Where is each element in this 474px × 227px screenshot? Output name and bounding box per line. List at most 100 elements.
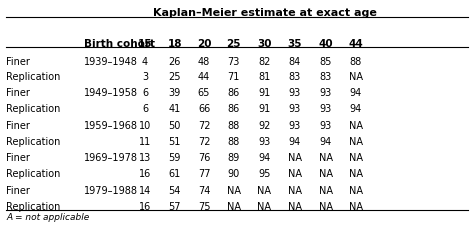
Text: NA: NA xyxy=(288,201,302,211)
Text: 73: 73 xyxy=(228,56,240,66)
Text: 86: 86 xyxy=(228,104,240,113)
Text: 93: 93 xyxy=(289,120,301,130)
Text: 90: 90 xyxy=(228,168,240,178)
Text: 4: 4 xyxy=(142,56,148,66)
Text: 88: 88 xyxy=(350,56,362,66)
Text: 26: 26 xyxy=(169,56,181,66)
Text: 94: 94 xyxy=(350,88,362,98)
Text: 18: 18 xyxy=(167,38,182,48)
Text: NA: NA xyxy=(349,72,363,82)
Text: NA: NA xyxy=(257,201,271,211)
Text: 93: 93 xyxy=(258,136,271,146)
Text: 93: 93 xyxy=(289,88,301,98)
Text: 16: 16 xyxy=(139,201,151,211)
Text: 48: 48 xyxy=(198,56,210,66)
Text: 94: 94 xyxy=(258,153,271,163)
Text: 83: 83 xyxy=(289,72,301,82)
Text: 88: 88 xyxy=(228,136,240,146)
Text: 6: 6 xyxy=(142,104,148,113)
Text: 25: 25 xyxy=(169,72,181,82)
Text: 41: 41 xyxy=(169,104,181,113)
Text: 81: 81 xyxy=(258,72,271,82)
Text: 51: 51 xyxy=(169,136,181,146)
Text: NA: NA xyxy=(349,168,363,178)
Text: 30: 30 xyxy=(257,38,272,48)
Text: 91: 91 xyxy=(258,88,271,98)
Text: 71: 71 xyxy=(228,72,240,82)
Text: 93: 93 xyxy=(319,88,332,98)
Text: NA: NA xyxy=(227,201,241,211)
Text: 6: 6 xyxy=(142,88,148,98)
Text: NA: NA xyxy=(288,168,302,178)
Text: Replication: Replication xyxy=(6,136,61,146)
Text: 1949–1958: 1949–1958 xyxy=(84,88,138,98)
Text: NA: NA xyxy=(319,185,333,195)
Text: NA: NA xyxy=(349,153,363,163)
Text: 1979–1988: 1979–1988 xyxy=(84,185,138,195)
Text: NA: NA xyxy=(319,201,333,211)
Text: NA: NA xyxy=(288,185,302,195)
Text: 15: 15 xyxy=(138,38,152,48)
Text: 72: 72 xyxy=(198,136,210,146)
Text: 13: 13 xyxy=(139,153,151,163)
Text: 91: 91 xyxy=(258,104,271,113)
Text: NA: NA xyxy=(319,153,333,163)
Text: 44: 44 xyxy=(348,38,363,48)
Text: 11: 11 xyxy=(139,136,151,146)
Text: 44: 44 xyxy=(198,72,210,82)
Text: 94: 94 xyxy=(289,136,301,146)
Text: NA: NA xyxy=(349,136,363,146)
Text: 83: 83 xyxy=(319,72,332,82)
Text: 94: 94 xyxy=(319,136,332,146)
Text: Finer: Finer xyxy=(6,88,30,98)
Text: 57: 57 xyxy=(169,201,181,211)
Text: 25: 25 xyxy=(227,38,241,48)
Text: Replication: Replication xyxy=(6,168,61,178)
Text: 93: 93 xyxy=(319,104,332,113)
Text: 16: 16 xyxy=(139,168,151,178)
Text: NA: NA xyxy=(227,185,241,195)
Text: NA: NA xyxy=(349,201,363,211)
Text: 82: 82 xyxy=(258,56,271,66)
Text: 93: 93 xyxy=(319,120,332,130)
Text: NA: NA xyxy=(319,168,333,178)
Text: 74: 74 xyxy=(198,185,210,195)
Text: Replication: Replication xyxy=(6,201,61,211)
Text: Birth cohort: Birth cohort xyxy=(84,38,155,48)
Text: Kaplan–Meier estimate at exact age: Kaplan–Meier estimate at exact age xyxy=(153,8,376,18)
Text: 94: 94 xyxy=(350,104,362,113)
Text: 1969–1978: 1969–1978 xyxy=(84,153,138,163)
Text: NA: NA xyxy=(288,153,302,163)
Text: 40: 40 xyxy=(318,38,333,48)
Text: Replication: Replication xyxy=(6,72,61,82)
Text: 54: 54 xyxy=(169,185,181,195)
Text: Finer: Finer xyxy=(6,120,30,130)
Text: 3: 3 xyxy=(142,72,148,82)
Text: 89: 89 xyxy=(228,153,240,163)
Text: 85: 85 xyxy=(319,56,332,66)
Text: 66: 66 xyxy=(198,104,210,113)
Text: 88: 88 xyxy=(228,120,240,130)
Text: 77: 77 xyxy=(198,168,210,178)
Text: 65: 65 xyxy=(198,88,210,98)
Text: Finer: Finer xyxy=(6,56,30,66)
Text: 10: 10 xyxy=(139,120,151,130)
Text: Finer: Finer xyxy=(6,153,30,163)
Text: NA: NA xyxy=(349,120,363,130)
Text: 1959–1968: 1959–1968 xyxy=(84,120,138,130)
Text: 72: 72 xyxy=(198,120,210,130)
Text: Finer: Finer xyxy=(6,185,30,195)
Text: 59: 59 xyxy=(169,153,181,163)
Text: 76: 76 xyxy=(198,153,210,163)
Text: 35: 35 xyxy=(288,38,302,48)
Text: Replication: Replication xyxy=(6,104,61,113)
Text: 20: 20 xyxy=(197,38,211,48)
Text: 61: 61 xyxy=(169,168,181,178)
Text: 1939–1948: 1939–1948 xyxy=(84,56,138,66)
Text: 86: 86 xyxy=(228,88,240,98)
Text: 50: 50 xyxy=(169,120,181,130)
Text: 95: 95 xyxy=(258,168,271,178)
Text: 75: 75 xyxy=(198,201,210,211)
Text: 84: 84 xyxy=(289,56,301,66)
Text: 14: 14 xyxy=(139,185,151,195)
